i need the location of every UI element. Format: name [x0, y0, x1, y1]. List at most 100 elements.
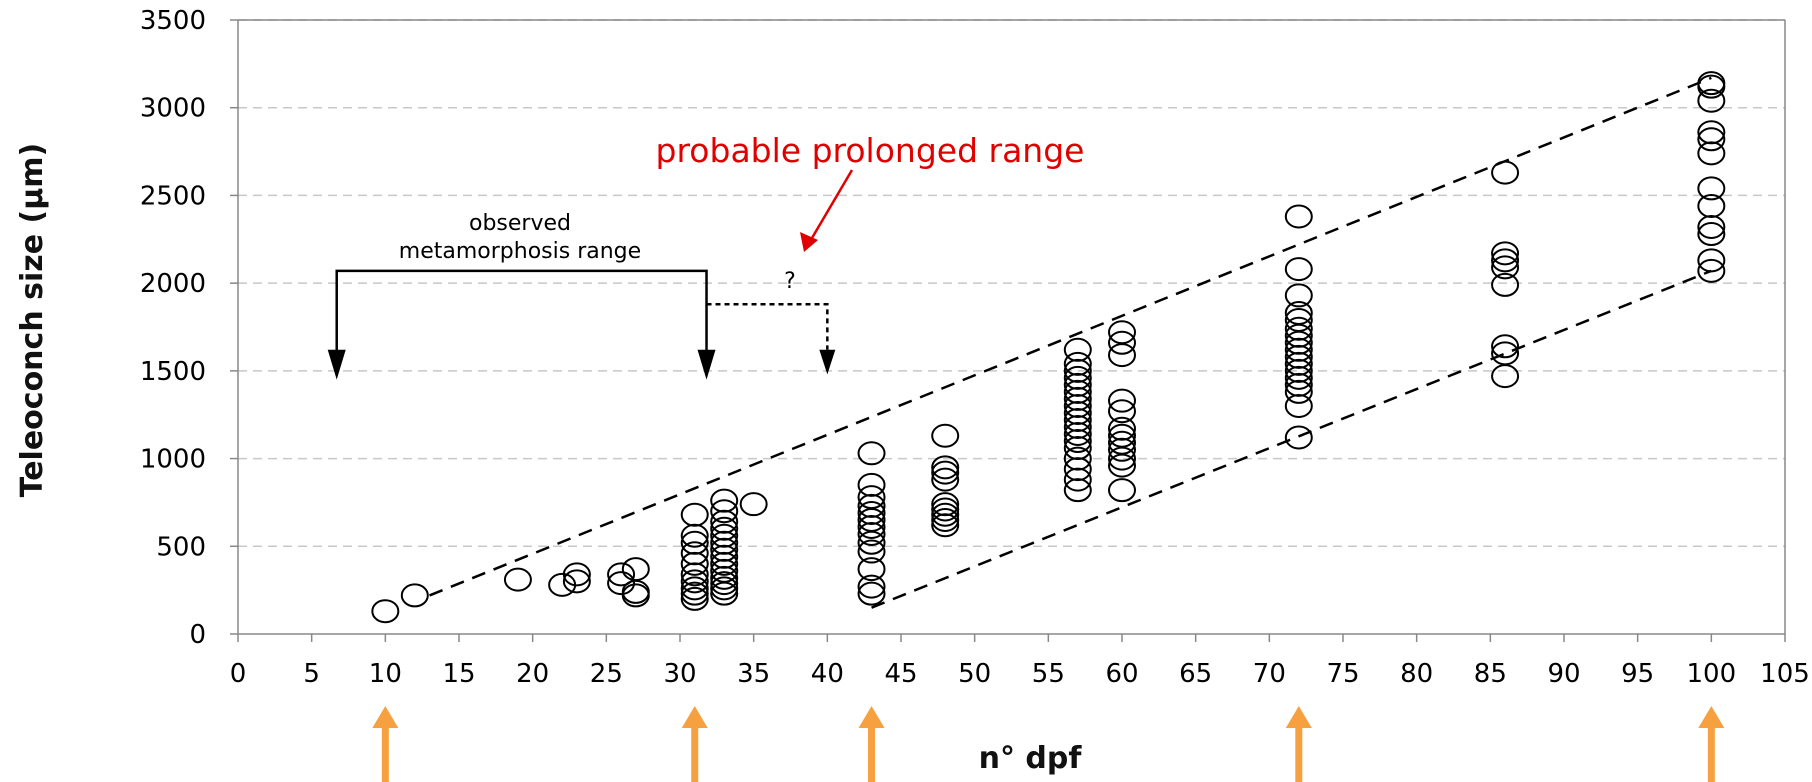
question-mark-label: ?	[784, 269, 796, 294]
data-point	[400, 583, 429, 608]
x-tick-label: 5	[303, 659, 320, 689]
data-point	[1108, 343, 1136, 368]
highlight-arrow-head	[858, 706, 885, 728]
data-point	[1697, 215, 1726, 240]
x-tick-label: 40	[811, 659, 844, 689]
probable-range-dotted-bracket	[706, 302, 829, 350]
data-point	[710, 571, 739, 596]
x-tick-label: 70	[1253, 659, 1286, 689]
data-point	[680, 576, 709, 601]
x-tick-label: 15	[442, 659, 475, 689]
x-tick-label: 105	[1760, 659, 1810, 689]
data-point	[1063, 429, 1092, 454]
data-point	[680, 586, 709, 611]
observed-range-label-line2: metamorphosis range	[399, 239, 641, 264]
data-point	[931, 467, 960, 492]
x-tick-label: 85	[1474, 659, 1507, 689]
data-point	[1491, 334, 1520, 359]
y-tick-label: 500	[156, 532, 206, 562]
data-point	[1284, 393, 1313, 418]
data-point	[931, 507, 960, 532]
data-point	[710, 565, 739, 590]
data-point	[680, 523, 709, 548]
data-point	[1697, 193, 1726, 218]
y-tick-label: 3500	[140, 6, 206, 36]
data-point	[1697, 222, 1726, 247]
y-tick-label: 2500	[140, 181, 206, 211]
data-point	[1697, 127, 1726, 152]
x-tick-label: 100	[1687, 659, 1737, 689]
data-point	[1491, 160, 1520, 185]
y-tick-label: 1000	[140, 445, 206, 475]
x-tick-label: 10	[369, 659, 402, 689]
data-point	[1697, 88, 1726, 113]
probable-range-arrowhead	[819, 349, 836, 375]
data-point	[1491, 248, 1520, 273]
data-point	[931, 502, 960, 527]
x-tick-label: 20	[516, 659, 549, 689]
trend-line	[871, 269, 1712, 609]
data-point	[857, 472, 886, 497]
x-tick-label: 75	[1326, 659, 1359, 689]
data-point	[680, 581, 709, 606]
data-point	[1697, 74, 1726, 99]
data-point	[710, 499, 739, 524]
highlight-arrow-head	[681, 706, 708, 728]
data-point	[1284, 257, 1313, 282]
data-point	[1063, 478, 1092, 503]
grid-lines	[238, 19, 1785, 548]
x-axis-title: n° dpf	[979, 741, 1083, 776]
x-tick-label: 90	[1547, 659, 1580, 689]
data-point	[857, 514, 886, 539]
observed-range-right-arrowhead	[697, 349, 716, 380]
observed-range-label-line1: observed	[469, 211, 571, 236]
data-point	[1491, 255, 1520, 280]
data-point	[931, 455, 960, 480]
y-tick-label: 3000	[140, 94, 206, 124]
data-point	[710, 551, 739, 576]
data-point	[857, 522, 886, 547]
data-point	[1284, 425, 1313, 450]
y-tick-label: 0	[189, 620, 206, 650]
data-point	[931, 497, 960, 522]
data-point	[1284, 204, 1313, 229]
x-tick-label: 80	[1400, 659, 1433, 689]
data-point	[680, 569, 709, 594]
y-tick-label: 1500	[140, 357, 206, 387]
data-point	[931, 423, 960, 448]
data-point	[931, 460, 960, 485]
x-tick-label: 0	[230, 659, 247, 689]
x-tick-label: 30	[663, 659, 696, 689]
data-point	[680, 562, 709, 587]
data-point	[931, 513, 960, 538]
data-point	[1491, 241, 1520, 266]
highlight-arrow-head	[1285, 706, 1312, 728]
data-point	[1108, 388, 1136, 413]
y-axis-title: Teleoconch size (μm)	[15, 143, 50, 498]
x-tick-label: 45	[884, 659, 917, 689]
data-point	[1108, 399, 1136, 424]
x-tick-label: 50	[958, 659, 991, 689]
data-point	[562, 562, 591, 587]
x-tick-label: 55	[1032, 659, 1065, 689]
x-tick-label: 35	[737, 659, 770, 689]
probable-range-label: probable prolonged range	[656, 131, 1085, 170]
data-point	[371, 599, 400, 624]
data-point	[621, 557, 650, 582]
data-point	[710, 576, 739, 601]
data-point	[739, 492, 768, 517]
data-point	[1491, 272, 1520, 297]
data-point	[1108, 478, 1136, 503]
y-tick-label: 2000	[140, 269, 206, 299]
observed-range-left-arrowhead	[327, 349, 346, 380]
data-point	[1063, 337, 1092, 362]
x-tick-label: 25	[590, 659, 623, 689]
observed-range-bracket	[335, 269, 708, 361]
annotations	[327, 169, 854, 380]
data-point	[857, 441, 886, 466]
data-points	[371, 71, 1726, 624]
data-point	[1697, 141, 1726, 166]
highlight-arrows	[372, 706, 1725, 782]
data-point	[857, 581, 886, 606]
data-point	[680, 502, 709, 527]
